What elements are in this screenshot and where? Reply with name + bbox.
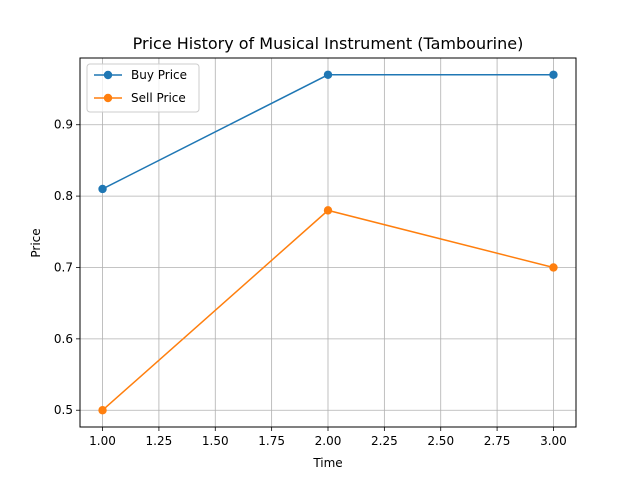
legend-buy-price-marker [103, 70, 113, 80]
series-layer [98, 70, 558, 415]
buy-price-point [549, 70, 558, 79]
y-tick-label: 0.9 [54, 118, 73, 132]
sell-price-point [323, 206, 333, 215]
x-axis-label: Time [312, 456, 342, 470]
x-tick-label: 1.75 [258, 434, 285, 448]
sell-price-point [549, 263, 558, 272]
x-tick-label: 2.00 [315, 434, 342, 448]
x-tick-label: 1.25 [146, 434, 173, 448]
buy-price-point [98, 184, 107, 194]
y-axis-label: Price [29, 228, 43, 257]
buy-price-point [323, 70, 333, 79]
legend-box [86, 63, 200, 113]
y-tick-label: 0.8 [54, 189, 73, 203]
sell-price-point [98, 406, 107, 415]
y-tick-label: 0.5 [54, 403, 73, 417]
y-tick-label: 0.7 [54, 260, 73, 274]
x-tick-label: 2.75 [484, 434, 511, 448]
legend: Buy Price Sell Price [86, 63, 200, 113]
y-tick-label: 0.6 [54, 332, 73, 346]
chart-title: Price History of Musical Instrument (Tam… [133, 34, 524, 53]
legend-sell-price-label: Sell Price [131, 91, 186, 105]
grid-lines [80, 58, 576, 427]
x-tick-label: 1.00 [89, 434, 116, 448]
x-tick-label: 2.50 [427, 434, 454, 448]
x-tick-label: 3.00 [540, 434, 567, 448]
legend-sell-price-marker [103, 93, 113, 103]
axis-ticks: 1.00 1.25 1.50 1.75 2.00 2.25 2.50 2.75 3.00 0.5 0… [54, 118, 567, 448]
legend-buy-price-label: Buy Price [131, 68, 187, 82]
x-tick-label: 1.50 [202, 434, 229, 448]
x-tick-label: 2.25 [371, 434, 398, 448]
